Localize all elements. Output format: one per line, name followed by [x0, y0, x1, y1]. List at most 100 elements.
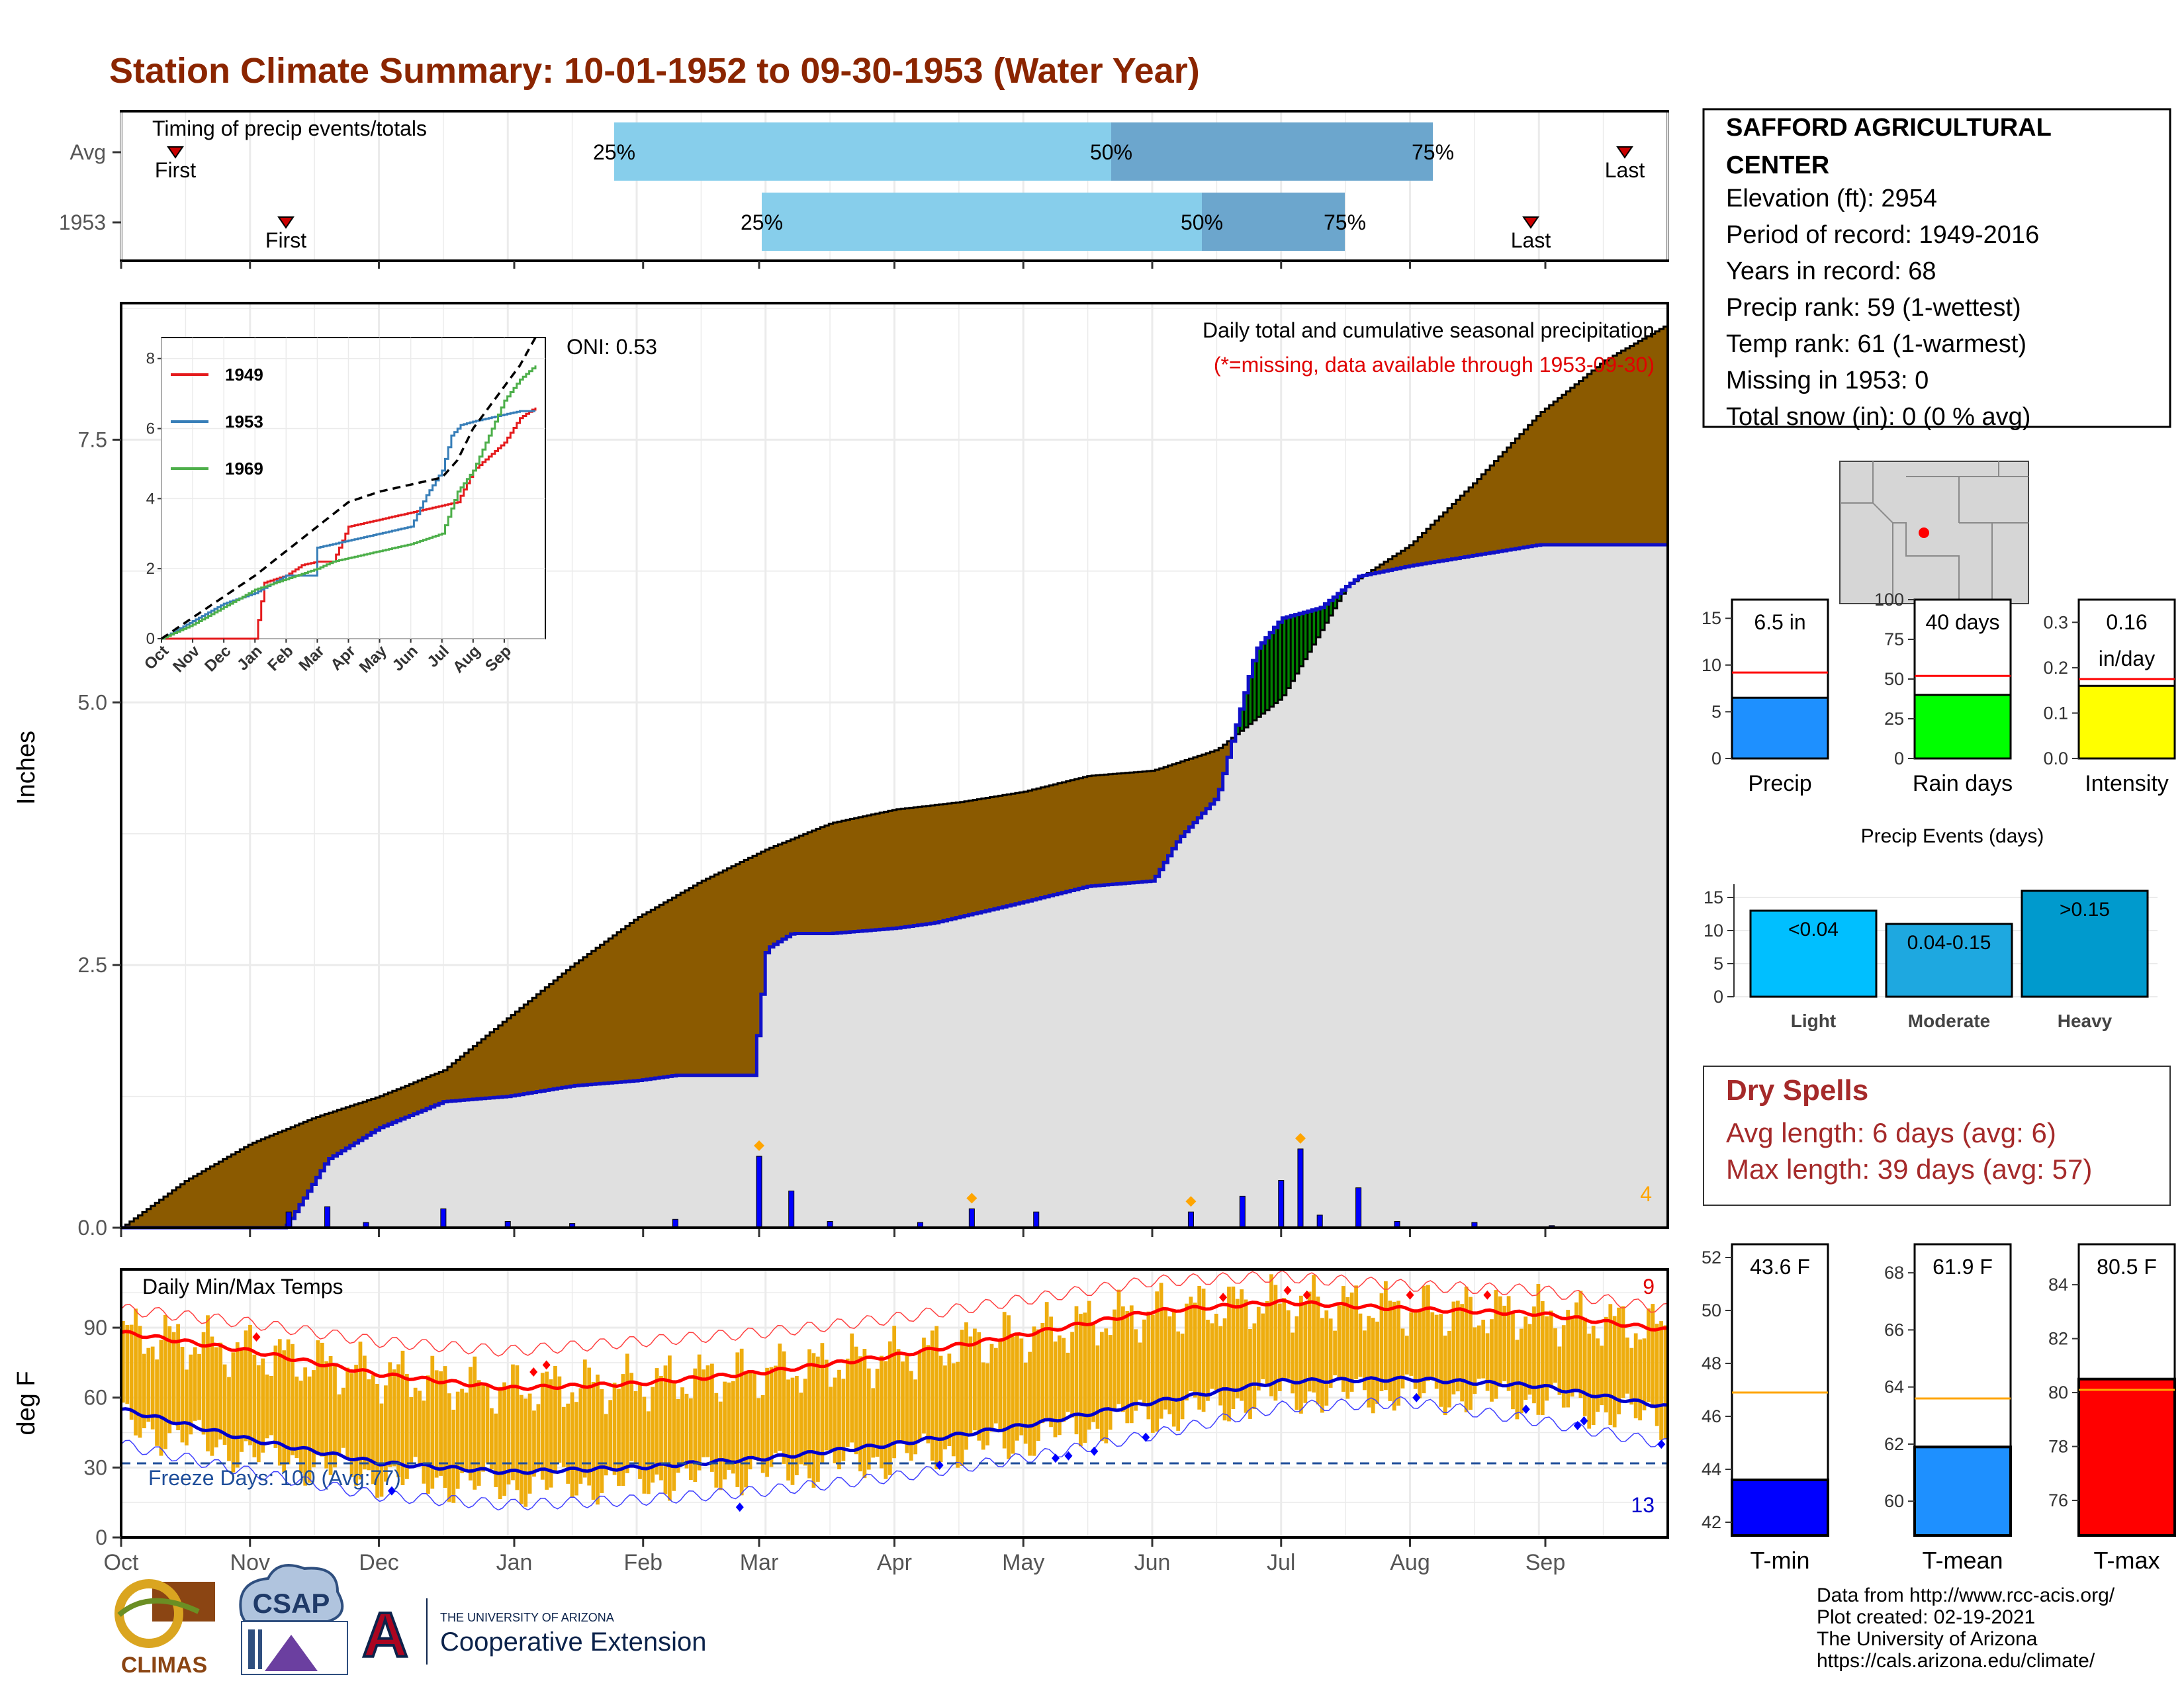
summary-y-tick-label: 10 [1702, 655, 1721, 675]
summary-y-tick-label: 0.2 [2043, 658, 2068, 678]
record-low-marker [735, 1502, 744, 1512]
inset-y-tick-label: 4 [146, 490, 155, 508]
summary-y-tick-label: 15 [1702, 608, 1721, 628]
timing-x-ticks [120, 261, 1547, 269]
station-precip-rank: Precip rank: 59 (1-wettest) [1726, 294, 2021, 322]
inset-line-1953 [161, 410, 535, 640]
avg-last-label: Last [1605, 158, 1645, 182]
precip-daily-bar [1278, 1180, 1285, 1228]
record-low-marker [1522, 1404, 1530, 1414]
temp-count-low: 13 [1631, 1493, 1655, 1517]
summary-y-tick-label: 100 [1874, 590, 1904, 610]
legend-1949-label: 1949 [225, 365, 263, 385]
temp-x-tick-label: Sep [1525, 1550, 1566, 1575]
record-low-marker [1657, 1440, 1666, 1449]
ua-small-text: THE UNIVERSITY OF ARIZONA [440, 1611, 614, 1624]
record-high-marker [1483, 1290, 1492, 1300]
dry-spells-title: Dry Spells [1726, 1074, 1868, 1107]
temp-count-high: 9 [1643, 1275, 1655, 1299]
temp-record-max-line [120, 1270, 1668, 1357]
temp-summary-y-tick-label: 46 [1702, 1406, 1721, 1426]
temp-x-tick-label: May [1002, 1550, 1044, 1575]
summary-x-label: Rain days [1913, 771, 2013, 796]
avg-25-50-bar [614, 122, 1111, 181]
events-bar-light [1749, 909, 1878, 998]
record-high-marker [542, 1360, 551, 1370]
university-of-arizona-logo: A THE UNIVERSITY OF ARIZONA Cooperative … [361, 1598, 706, 1672]
temp-panel: Daily Min/Max Temps Freeze Days: 100 (Av… [13, 1268, 1669, 1575]
record-low-marker [1573, 1420, 1582, 1430]
events-title: Precip Events (days) [1861, 825, 2044, 847]
oni-label: ONI: 0.53 [567, 335, 657, 359]
avg-last-marker [1616, 146, 1633, 159]
temp-summary-y-tick-label: 66 [1884, 1320, 1904, 1340]
footer-data-source: Data from http://www.rcc-acis.org/ [1817, 1584, 2115, 1606]
summary-value-label: 0.16 [2106, 610, 2147, 634]
precip-observed-area [121, 545, 1668, 1228]
temp-x-axis: Oct Nov Dec Jan Feb Mar Apr May Jun Jul Aug Sep [104, 1539, 1566, 1575]
record-high-marker [252, 1332, 261, 1342]
record-low-marker [1412, 1393, 1421, 1402]
station-elevation: Elevation (ft): 2954 [1726, 185, 1937, 212]
avg-p50-label: 50% [1090, 140, 1132, 164]
csap-logo: CSAP [239, 1564, 348, 1675]
record-low-marker [935, 1460, 944, 1470]
footer-url: https://cals.arizona.edu/climate/ [1817, 1650, 2095, 1672]
temp-y-tick-label: 60 [83, 1386, 107, 1410]
station-snow: Total snow (in): 0 (0 % avg) [1726, 403, 2030, 431]
events-bar-value: <0.04 [1788, 919, 1839, 940]
events-bar-heavy [2021, 890, 2149, 998]
dry-spells-max: Max length: 39 days (avg: 57) [1726, 1154, 2092, 1185]
legend-1953-label: 1953 [225, 412, 263, 432]
events-bar-value: 0.04-0.15 [1907, 932, 1991, 954]
temp-summary-value-label: 80.5 F [2097, 1255, 2157, 1279]
temp-summary-x-label: T-max [2093, 1547, 2160, 1574]
temp-daily-bars [121, 1274, 1668, 1507]
avg-p75-label: 75% [1412, 140, 1454, 164]
events-bar-value: >0.15 [2060, 899, 2110, 921]
temp-summary-y-tick-label: 60 [1884, 1491, 1904, 1511]
footer-plot-created: Plot created: 02-19-2021 [1817, 1606, 2035, 1628]
precip-daily-bar [968, 1208, 975, 1228]
precip-daily-bar [440, 1208, 447, 1228]
timing-panel: Timing of precip events/totals Avg 1953 … [59, 110, 1669, 269]
temp-y-tick-label: 90 [83, 1316, 107, 1340]
temp-summary-y-tick-label: 76 [2048, 1490, 2068, 1510]
inset-y-tick-label: 2 [146, 560, 155, 578]
precip-daily-marker [1185, 1196, 1197, 1207]
temp-summary-bar-2 [2077, 1377, 2176, 1537]
y1953-50-75-bar [1202, 193, 1345, 251]
temp-y-axis: 0 30 60 90 [83, 1316, 121, 1549]
temp-summary-y-tick-label: 68 [1884, 1263, 1904, 1283]
precip-ylabel: Inches [13, 731, 40, 805]
y1953-p50-label: 50% [1181, 210, 1223, 234]
ua-extension-text: Cooperative Extension [440, 1627, 706, 1657]
precip-daily-bar [788, 1190, 795, 1228]
y1953-row-label: 1953 [59, 210, 106, 234]
y1953-25-50-bar [762, 193, 1202, 251]
temp-x-tick-label: Jul [1267, 1550, 1295, 1575]
temp-y-tick-label: 0 [95, 1526, 107, 1549]
station-name-line2: CENTER [1726, 152, 1829, 179]
precip-events-chart: Precip Events (days) 0 5 10 15 <0.04 Light 0.0… [1704, 825, 2170, 1032]
temp-x-tick-label: Mar [740, 1550, 779, 1575]
events-x-label: Light [1791, 1011, 1836, 1031]
inset-y-tick-label: 0 [146, 630, 155, 648]
precip-observed-line [121, 543, 1668, 1230]
y1953-p75-label: 75% [1324, 210, 1366, 234]
station-location-dot [1919, 527, 1929, 538]
summary-value-label: 40 days [1925, 610, 1999, 634]
temp-record-min-line [120, 1396, 1668, 1511]
y1953-last-label: Last [1511, 228, 1551, 252]
events-x-label: Heavy [2058, 1011, 2113, 1031]
summary-y-tick-label: 0.1 [2043, 703, 2068, 723]
temp-summary-x-label: T-mean [1922, 1547, 2003, 1574]
temp-x-tick-label: Jun [1134, 1550, 1171, 1575]
precip-daily-bar [1297, 1148, 1304, 1228]
summary-bar-2 [2077, 684, 2176, 760]
events-y-tick-label: 0 [1713, 987, 1723, 1007]
climas-logo-text: CLIMAS [121, 1653, 207, 1678]
summary-value-label: 6.5 in [1754, 610, 1805, 634]
